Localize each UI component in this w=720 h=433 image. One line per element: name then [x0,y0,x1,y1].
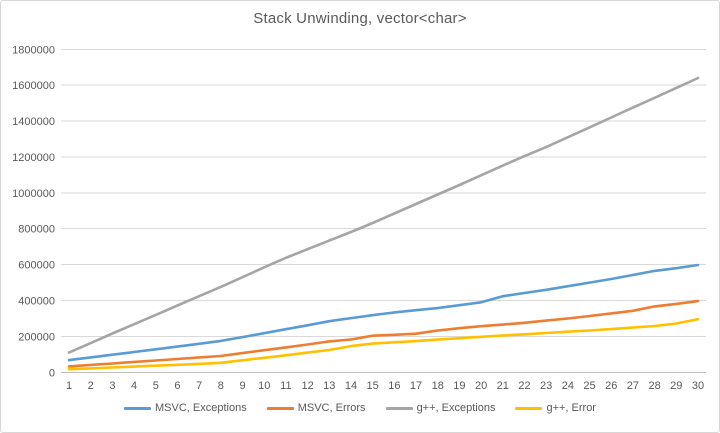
x-tick-label: 30 [692,380,704,392]
legend-swatch [124,406,152,410]
y-tick-label: 600000 [18,260,55,272]
x-tick-label: 23 [540,380,552,392]
legend: MSVC, Exceptions MSVC, Errors g++, Excepti… [1,402,719,414]
y-tick-label: 1800000 [12,44,55,56]
x-tick-label: 7 [196,380,202,392]
series-line [67,76,700,354]
x-tick-label: 25 [583,380,595,392]
legend-swatch [385,406,413,410]
x-tick-label: 6 [174,380,180,392]
x-tick-label: 3 [109,380,115,392]
x-tick-label: 24 [562,380,574,392]
x-tick-label: 17 [410,380,422,392]
x-tick-label: 21 [497,380,509,392]
x-tick-label: 15 [367,380,379,392]
legend-swatch [266,406,294,410]
y-tick-label: 400000 [18,296,55,308]
legend-label: g++, Exceptions [416,402,496,414]
series-line [67,263,700,362]
legend-label: g++, Error [546,402,596,414]
legend-item: g++, Error [515,402,596,414]
x-tick-label: 20 [475,380,487,392]
x-tick-label: 29 [670,380,682,392]
x-tick-label: 11 [280,380,291,392]
chart-title: Stack Unwinding, vector<char> [253,10,467,27]
series-line [67,299,700,368]
x-tick-label: 18 [432,380,444,392]
x-tick-label: 5 [153,380,159,392]
x-tick-label: 27 [627,380,639,392]
y-tick-label: 200000 [18,331,55,343]
x-tick-label: 2 [88,380,94,392]
x-tick-label: 14 [345,380,357,392]
legend-item: MSVC, Exceptions [124,402,247,414]
y-tick-label: 1200000 [12,152,55,164]
x-tick-label: 19 [453,380,465,392]
legend-item: MSVC, Errors [266,402,366,414]
series-line [67,317,700,371]
x-tick-label: 26 [605,380,617,392]
x-tick-label: 28 [648,380,660,392]
y-tick-label: 800000 [18,224,55,236]
x-tick-label: 10 [258,380,270,392]
y-tick-label: 1600000 [12,80,55,92]
x-tick-label: 8 [218,380,224,392]
x-tick-label: 4 [131,380,137,392]
x-tick-label: 9 [239,380,245,392]
y-tick-label: 1000000 [12,188,55,200]
y-tick-label: 0 [49,367,55,379]
x-tick-label: 13 [323,380,335,392]
legend-item: g++, Exceptions [385,402,496,414]
legend-label: MSVC, Errors [297,402,366,414]
x-tick-label: 16 [388,380,400,392]
x-tick-label: 22 [518,380,530,392]
y-tick-label: 1400000 [12,116,55,128]
legend-swatch [515,406,543,410]
x-tick-label: 12 [301,380,313,392]
legend-label: MSVC, Exceptions [155,402,247,414]
x-tick-label: 1 [66,380,72,392]
